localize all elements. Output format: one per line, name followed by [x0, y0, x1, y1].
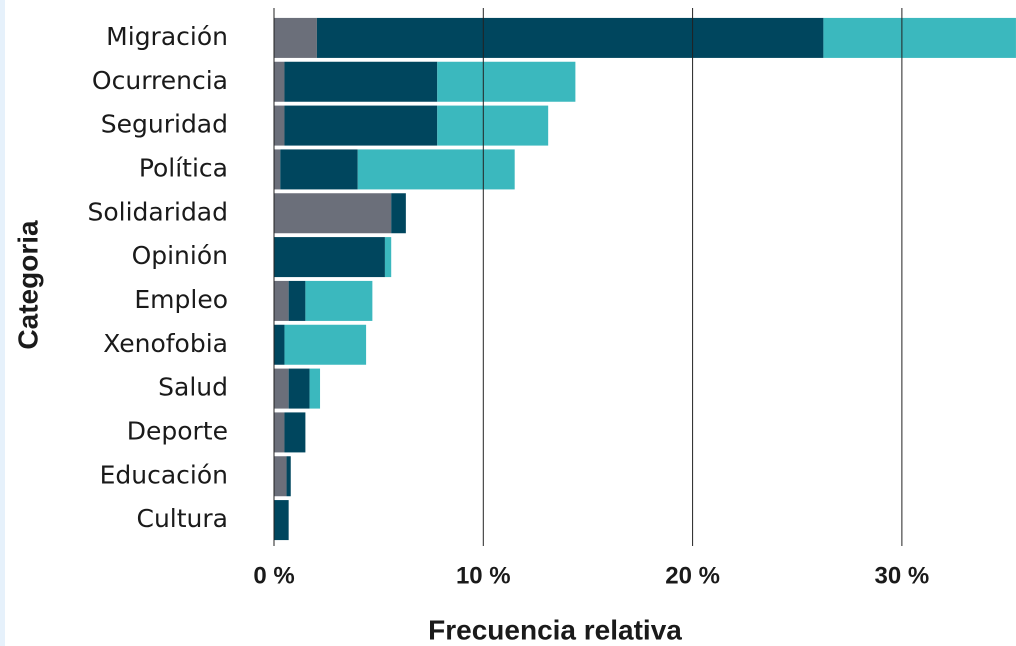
y-tick-label: Política	[139, 153, 228, 182]
bar-segment	[274, 500, 289, 541]
bar-segment	[284, 61, 438, 102]
y-tick-label: Solidaridad	[87, 197, 228, 226]
bar-segment	[274, 193, 392, 234]
y-tick-label: Ocurrencia	[92, 66, 228, 95]
bar-segment	[391, 193, 406, 234]
x-tick-label: 10 %	[456, 562, 511, 589]
x-tick-label: 30 %	[875, 562, 930, 589]
bar-segment	[274, 17, 317, 58]
bar-segment	[284, 105, 438, 146]
x-axis-title: Frecuencia relativa	[428, 614, 682, 645]
bar-segment	[284, 412, 306, 453]
bar-segment	[437, 61, 576, 102]
bar-segment	[316, 17, 824, 58]
bar-segment	[288, 280, 306, 321]
bar-segment	[288, 368, 310, 409]
bar-segment	[357, 149, 515, 190]
bar-segment	[274, 237, 385, 278]
x-tick-label: 0 %	[253, 562, 294, 589]
bar-segment	[284, 324, 367, 365]
bar-segment	[280, 149, 358, 190]
y-tick-label: Migración	[106, 22, 228, 51]
bar-segment	[305, 280, 373, 321]
y-tick-label: Seguridad	[101, 110, 228, 139]
y-tick-label: Xenofobia	[103, 329, 228, 358]
bar-segment	[274, 456, 287, 497]
y-tick-label: Opinión	[132, 241, 228, 270]
y-axis-title: Categoria	[12, 220, 43, 350]
y-tick-label: Salud	[158, 373, 228, 402]
bar-segment	[309, 368, 321, 409]
y-tick-label: Empleo	[134, 285, 228, 314]
bar-segment	[384, 237, 392, 278]
bar-segment	[437, 105, 549, 146]
bar-segment	[823, 17, 1016, 58]
bar-segment	[274, 412, 285, 453]
y-tick-label: Deporte	[127, 416, 228, 445]
bar-segment	[286, 456, 291, 497]
y-tick-label: Cultura	[137, 504, 229, 533]
edge-strip	[0, 0, 5, 646]
bar-segment	[274, 280, 289, 321]
bar-segment	[274, 61, 285, 102]
x-tick-label: 20 %	[665, 562, 720, 589]
bar-segment	[274, 149, 281, 190]
bar-segment	[274, 324, 285, 365]
y-tick-label: Educación	[100, 460, 228, 489]
bar-segment	[274, 368, 289, 409]
bar-segment	[274, 105, 285, 146]
